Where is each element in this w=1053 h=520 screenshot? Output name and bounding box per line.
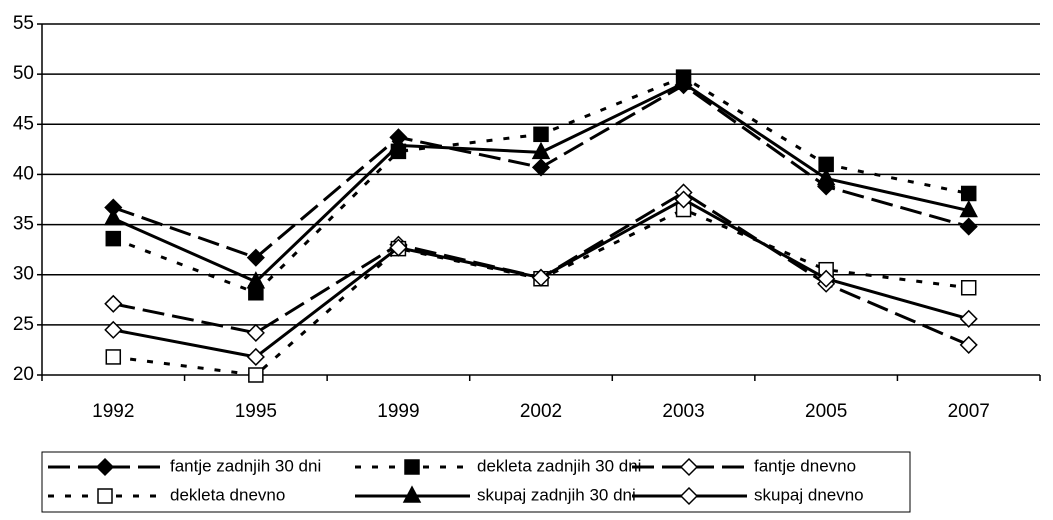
marker [817,269,836,288]
marker [959,217,978,236]
y-tick-label: 45 [13,113,34,134]
marker [679,486,699,506]
marker [105,349,122,365]
marker [248,367,264,383]
y-tick-label: 20 [13,364,34,385]
marker [97,488,113,504]
marker [402,485,422,503]
marker [531,158,551,177]
marker [404,459,420,475]
legend-label: dekleta zadnjih 30 dni [477,456,641,475]
marker [105,230,122,247]
legend-box [41,451,911,513]
marker [959,335,978,354]
legend-label: fantje dnevno [754,456,856,475]
marker [389,238,408,257]
x-tick-label: 1999 [377,401,419,422]
legend-label: skupaj dnevno [754,485,864,504]
marker [960,185,977,202]
marker [531,141,551,160]
marker [531,268,551,287]
legend-label: fantje zadnjih 30 dni [170,456,321,475]
legend-label: dekleta dnevno [170,485,285,504]
y-tick-label: 55 [13,13,34,34]
y-tick-label: 25 [13,314,34,335]
legend: fantje zadnjih 30 dni dekleta zadnjih 30 … [41,451,911,513]
marker [674,190,693,209]
marker [95,457,115,477]
marker [959,199,978,218]
x-tick-label: 2003 [662,401,704,422]
marker [104,207,123,226]
series-line [113,207,969,377]
y-tick-label: 35 [13,214,34,235]
marker [246,323,265,342]
marker [246,248,265,267]
y-tick-label: 50 [13,63,34,84]
series-line [112,75,970,295]
y-tick-label: 40 [13,163,34,184]
marker [679,457,699,477]
marker [816,167,836,186]
x-tick-label: 2005 [805,401,847,422]
marker [959,309,978,328]
x-tick-label: 2002 [520,401,562,422]
y-tick-label: 30 [13,264,34,285]
marker [389,134,408,153]
marker [246,347,265,367]
legend-label: skupaj zadnjih 30 dni [477,485,636,504]
marker [104,320,123,339]
marker [674,72,693,90]
marker [533,126,549,143]
marker [246,271,266,289]
marker [960,280,977,296]
x-tick-label: 1992 [92,401,134,422]
x-tick-label: 2007 [948,401,990,422]
marker [104,294,123,313]
x-tick-label: 1995 [235,401,277,422]
